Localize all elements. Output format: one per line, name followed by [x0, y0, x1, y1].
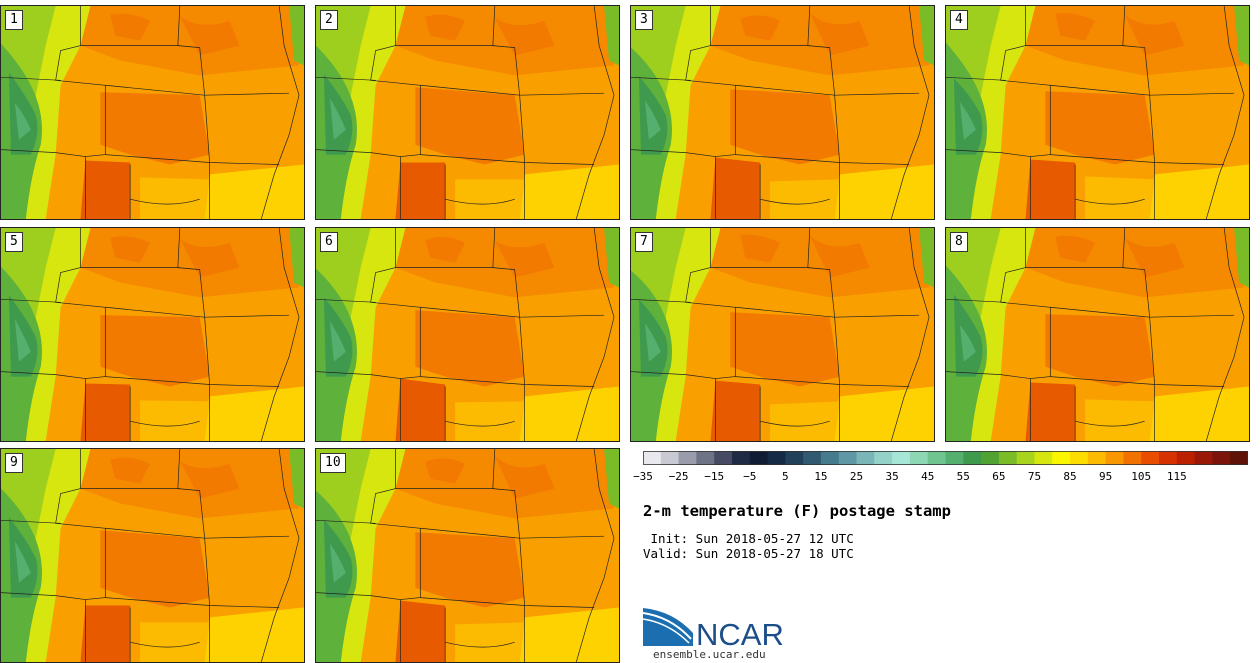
colorbar-tick-label: −5	[743, 470, 757, 483]
colorbar	[643, 451, 1248, 465]
panel-label: 6	[320, 232, 338, 252]
map-panel: 5	[0, 227, 305, 442]
temperature-field	[631, 228, 934, 441]
map-panel: 9	[0, 448, 305, 663]
colorbar-tick-label: −15	[704, 470, 725, 483]
colorbar-bin	[1194, 451, 1213, 465]
colorbar-bin	[981, 451, 1000, 465]
map-panel: 2	[315, 5, 620, 220]
colorbar-tick-label: 55	[956, 470, 970, 483]
colorbar-bin	[998, 451, 1018, 465]
temperature-field	[946, 6, 1249, 219]
temperature-field	[631, 6, 934, 219]
page-title: 2-m temperature (F) postage stamp	[643, 502, 951, 520]
colorbar-bin	[749, 451, 769, 465]
colorbar-bin	[1230, 451, 1248, 465]
colorbar-bin	[767, 451, 786, 465]
valid-time: Valid: Sun 2018-05-27 18 UTC	[643, 546, 854, 561]
colorbar-bin	[1070, 451, 1089, 465]
colorbar-bin	[1034, 451, 1053, 465]
colorbar-bin	[678, 451, 697, 465]
colorbar-bin	[874, 451, 893, 465]
temperature-field	[316, 449, 619, 662]
colorbar-tick-label: 65	[992, 470, 1006, 483]
colorbar-bin	[1212, 451, 1231, 465]
panel-label: 3	[635, 10, 653, 30]
colorbar-ticks: −35 −25 −15 −5 5 15 25 35 45 55 65 75 85 95 105 115	[630, 470, 1260, 486]
map-panel: 1	[0, 5, 305, 220]
panel-label: 8	[950, 232, 968, 252]
panel-label: 9	[5, 453, 23, 473]
ncar-logo-icon: NCAR	[643, 608, 784, 652]
colorbar-tick-label: 5	[782, 470, 789, 483]
colorbar-bin	[963, 451, 982, 465]
colorbar-bin	[945, 451, 964, 465]
temperature-field	[1, 6, 304, 219]
colorbar-tick-label: 105	[1131, 470, 1152, 483]
colorbar-tick-label: 15	[814, 470, 828, 483]
colorbar-bin	[909, 451, 929, 465]
colorbar-tick-label: 75	[1027, 470, 1042, 483]
temperature-field	[316, 6, 619, 219]
colorbar-tick-label: 35	[885, 470, 899, 483]
panel-label: 5	[5, 232, 23, 252]
colorbar-tick-label: 85	[1063, 470, 1077, 483]
map-panel: 8	[945, 227, 1250, 442]
init-time: Init: Sun 2018-05-27 12 UTC	[643, 531, 854, 546]
logo-url: ensemble.ucar.edu	[653, 648, 766, 661]
colorbar-bin	[856, 451, 875, 465]
panel-label: 7	[635, 232, 653, 252]
colorbar-bin	[643, 451, 662, 465]
colorbar-tick-label: 115	[1166, 470, 1187, 483]
colorbar-tick-label: 25	[849, 470, 864, 483]
logo-text: NCAR	[696, 617, 784, 652]
colorbar-bin	[696, 451, 715, 465]
colorbar-bin	[803, 451, 822, 465]
colorbar-bin	[927, 451, 946, 465]
colorbar-tick-label: 95	[1099, 470, 1113, 483]
map-panel: 7	[630, 227, 935, 442]
colorbar-bin	[660, 451, 680, 465]
map-panel: 3	[630, 5, 935, 220]
colorbar-bin	[1141, 451, 1160, 465]
panel-label: 10	[320, 453, 346, 473]
temperature-field	[946, 228, 1249, 441]
colorbar-bin	[1087, 451, 1107, 465]
colorbar-tick-label: −25	[668, 470, 689, 483]
colorbar-bin	[785, 451, 804, 465]
map-panel: 4	[945, 5, 1250, 220]
colorbar-bin	[1176, 451, 1196, 465]
colorbar-bin	[1159, 451, 1178, 465]
temperature-field	[1, 228, 304, 441]
colorbar-tick-label: 45	[921, 470, 935, 483]
colorbar-bin	[714, 451, 733, 465]
panel-label: 1	[5, 10, 23, 30]
panel-label: 2	[320, 10, 338, 30]
colorbar-bin	[820, 451, 840, 465]
map-panel: 10	[315, 448, 620, 663]
colorbar-bin	[1052, 451, 1071, 465]
temperature-field	[1, 449, 304, 662]
panel-label: 4	[950, 10, 968, 30]
colorbar-bin	[892, 451, 911, 465]
colorbar-bin	[731, 451, 751, 465]
colorbar-bin	[1105, 451, 1124, 465]
colorbar-bin	[1123, 451, 1142, 465]
temperature-field	[316, 228, 619, 441]
colorbar-tick-label: −35	[633, 470, 653, 483]
colorbar-bin	[838, 451, 858, 465]
map-panel: 6	[315, 227, 620, 442]
colorbar-bin	[1016, 451, 1035, 465]
